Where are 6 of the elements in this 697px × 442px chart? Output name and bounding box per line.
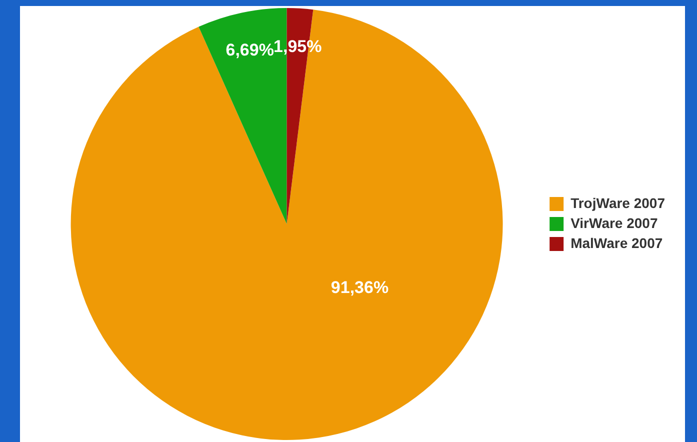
legend-label: TrojWare 2007 xyxy=(570,194,666,211)
data-label: 1,95% xyxy=(274,36,322,56)
data-label: 6,69% xyxy=(226,40,274,60)
data-label: 91,36% xyxy=(330,278,389,297)
legend-label: MalWare 2007 xyxy=(570,234,663,251)
legend-label: VirWare 2007 xyxy=(570,214,658,231)
